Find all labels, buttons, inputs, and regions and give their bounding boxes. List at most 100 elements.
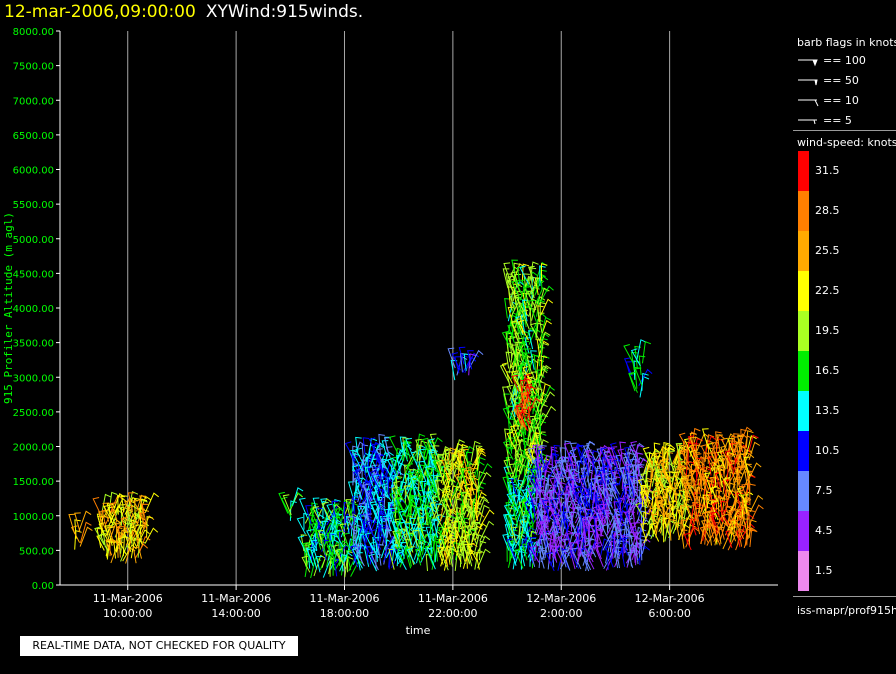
wind-barb	[429, 533, 436, 554]
wind-barb	[664, 446, 675, 470]
wind-barb	[738, 497, 751, 518]
wind-barb	[649, 522, 660, 542]
wind-barb	[586, 552, 595, 570]
wind-barb	[597, 503, 607, 525]
x-tick-date: 12-Mar-2006	[635, 592, 705, 605]
wind-barb	[540, 337, 548, 356]
speed-legend-header: wind-speed: knots	[797, 136, 896, 149]
wind-barb	[635, 502, 646, 522]
wind-barb	[521, 408, 531, 428]
wind-barb	[460, 467, 468, 490]
wind-barb	[134, 497, 141, 519]
wind-barb	[678, 465, 686, 484]
wind-barb	[355, 436, 362, 454]
wind-barb	[335, 548, 347, 570]
wind-barb	[629, 458, 638, 479]
wind-barb	[516, 341, 523, 361]
wind-barb	[660, 496, 668, 518]
wind-barb	[381, 489, 389, 512]
wind-barb	[442, 510, 458, 531]
wind-barb	[503, 262, 512, 283]
wind-barb	[623, 452, 632, 469]
wind-barb	[416, 433, 426, 455]
wind-barb	[678, 432, 689, 451]
x-tick-date: 11-Mar-2006	[93, 592, 163, 605]
wind-barb	[397, 488, 408, 507]
wind-barb	[655, 452, 662, 474]
wind-barb	[539, 265, 546, 287]
wind-barb	[362, 465, 370, 487]
wind-barb	[432, 445, 440, 464]
wind-barb	[366, 490, 374, 513]
wind-barb	[668, 501, 676, 520]
y-tick-label: 5000.00	[13, 235, 54, 246]
wind-barb	[361, 444, 369, 465]
wind-barb	[476, 448, 484, 466]
wind-barb	[460, 492, 468, 515]
wind-barb	[540, 405, 557, 427]
speed-swatch	[798, 551, 809, 591]
wind-barb	[517, 365, 526, 383]
wind-barb	[642, 341, 652, 364]
wind-barb	[371, 510, 386, 530]
wind-barb	[328, 553, 336, 571]
wind-barb	[104, 525, 112, 544]
wind-barb	[468, 471, 479, 492]
wind-barb	[396, 551, 407, 570]
wind-barb	[445, 536, 455, 557]
wind-barb	[563, 456, 571, 476]
x-tick-time: 2:00:00	[540, 607, 582, 620]
wind-barb	[537, 538, 545, 556]
wind-barb	[621, 493, 634, 511]
wind-barb	[552, 546, 559, 563]
speed-swatch-label: 4.5	[815, 524, 833, 537]
wind-barb	[78, 510, 92, 533]
wind-barb	[508, 437, 515, 454]
wind-barb	[547, 474, 555, 496]
wind-barb	[398, 510, 408, 530]
wind-barb	[404, 441, 412, 460]
wind-barb	[634, 532, 642, 549]
wind-barb	[305, 542, 312, 565]
wind-barb	[538, 470, 546, 492]
wind-barb	[648, 452, 656, 471]
wind-barb	[461, 446, 469, 465]
y-tick-label: 2000.00	[13, 443, 54, 454]
wind-barb	[710, 515, 718, 534]
wind-barb	[596, 500, 603, 519]
wind-barb	[535, 358, 544, 380]
wind-barb	[560, 456, 569, 475]
wind-barb	[684, 474, 695, 497]
wind-barb	[516, 324, 526, 347]
wind-barb	[528, 265, 537, 287]
wind-barb	[351, 498, 358, 518]
wind-barb	[478, 504, 490, 525]
wind-barb	[533, 354, 541, 374]
wind-barb	[99, 515, 109, 536]
barb-cluster	[92, 490, 159, 564]
wind-barb	[511, 291, 519, 311]
wind-barb	[345, 550, 353, 571]
barb-layer	[68, 259, 764, 579]
wind-barb	[563, 442, 573, 462]
wind-barb	[707, 442, 717, 463]
wind-barb	[520, 379, 527, 401]
wind-barb	[521, 299, 529, 322]
wind-barb	[538, 439, 549, 460]
wind-barb	[449, 537, 457, 560]
wind-barb	[469, 488, 476, 509]
wind-barb	[74, 519, 81, 539]
wind-barb	[342, 532, 351, 551]
wind-barb	[585, 441, 597, 461]
y-tick-label: 1000.00	[13, 512, 54, 523]
wind-barb	[666, 451, 674, 471]
speed-swatch-label: 31.5	[815, 164, 840, 177]
wind-barb	[120, 516, 129, 535]
wind-barb	[615, 475, 622, 495]
wind-barb	[395, 447, 404, 466]
wind-barb	[537, 477, 545, 498]
wind-barb	[570, 542, 577, 562]
speed-swatch-label: 7.5	[815, 484, 833, 497]
wind-barb	[438, 538, 446, 558]
wind-barb	[653, 455, 661, 473]
